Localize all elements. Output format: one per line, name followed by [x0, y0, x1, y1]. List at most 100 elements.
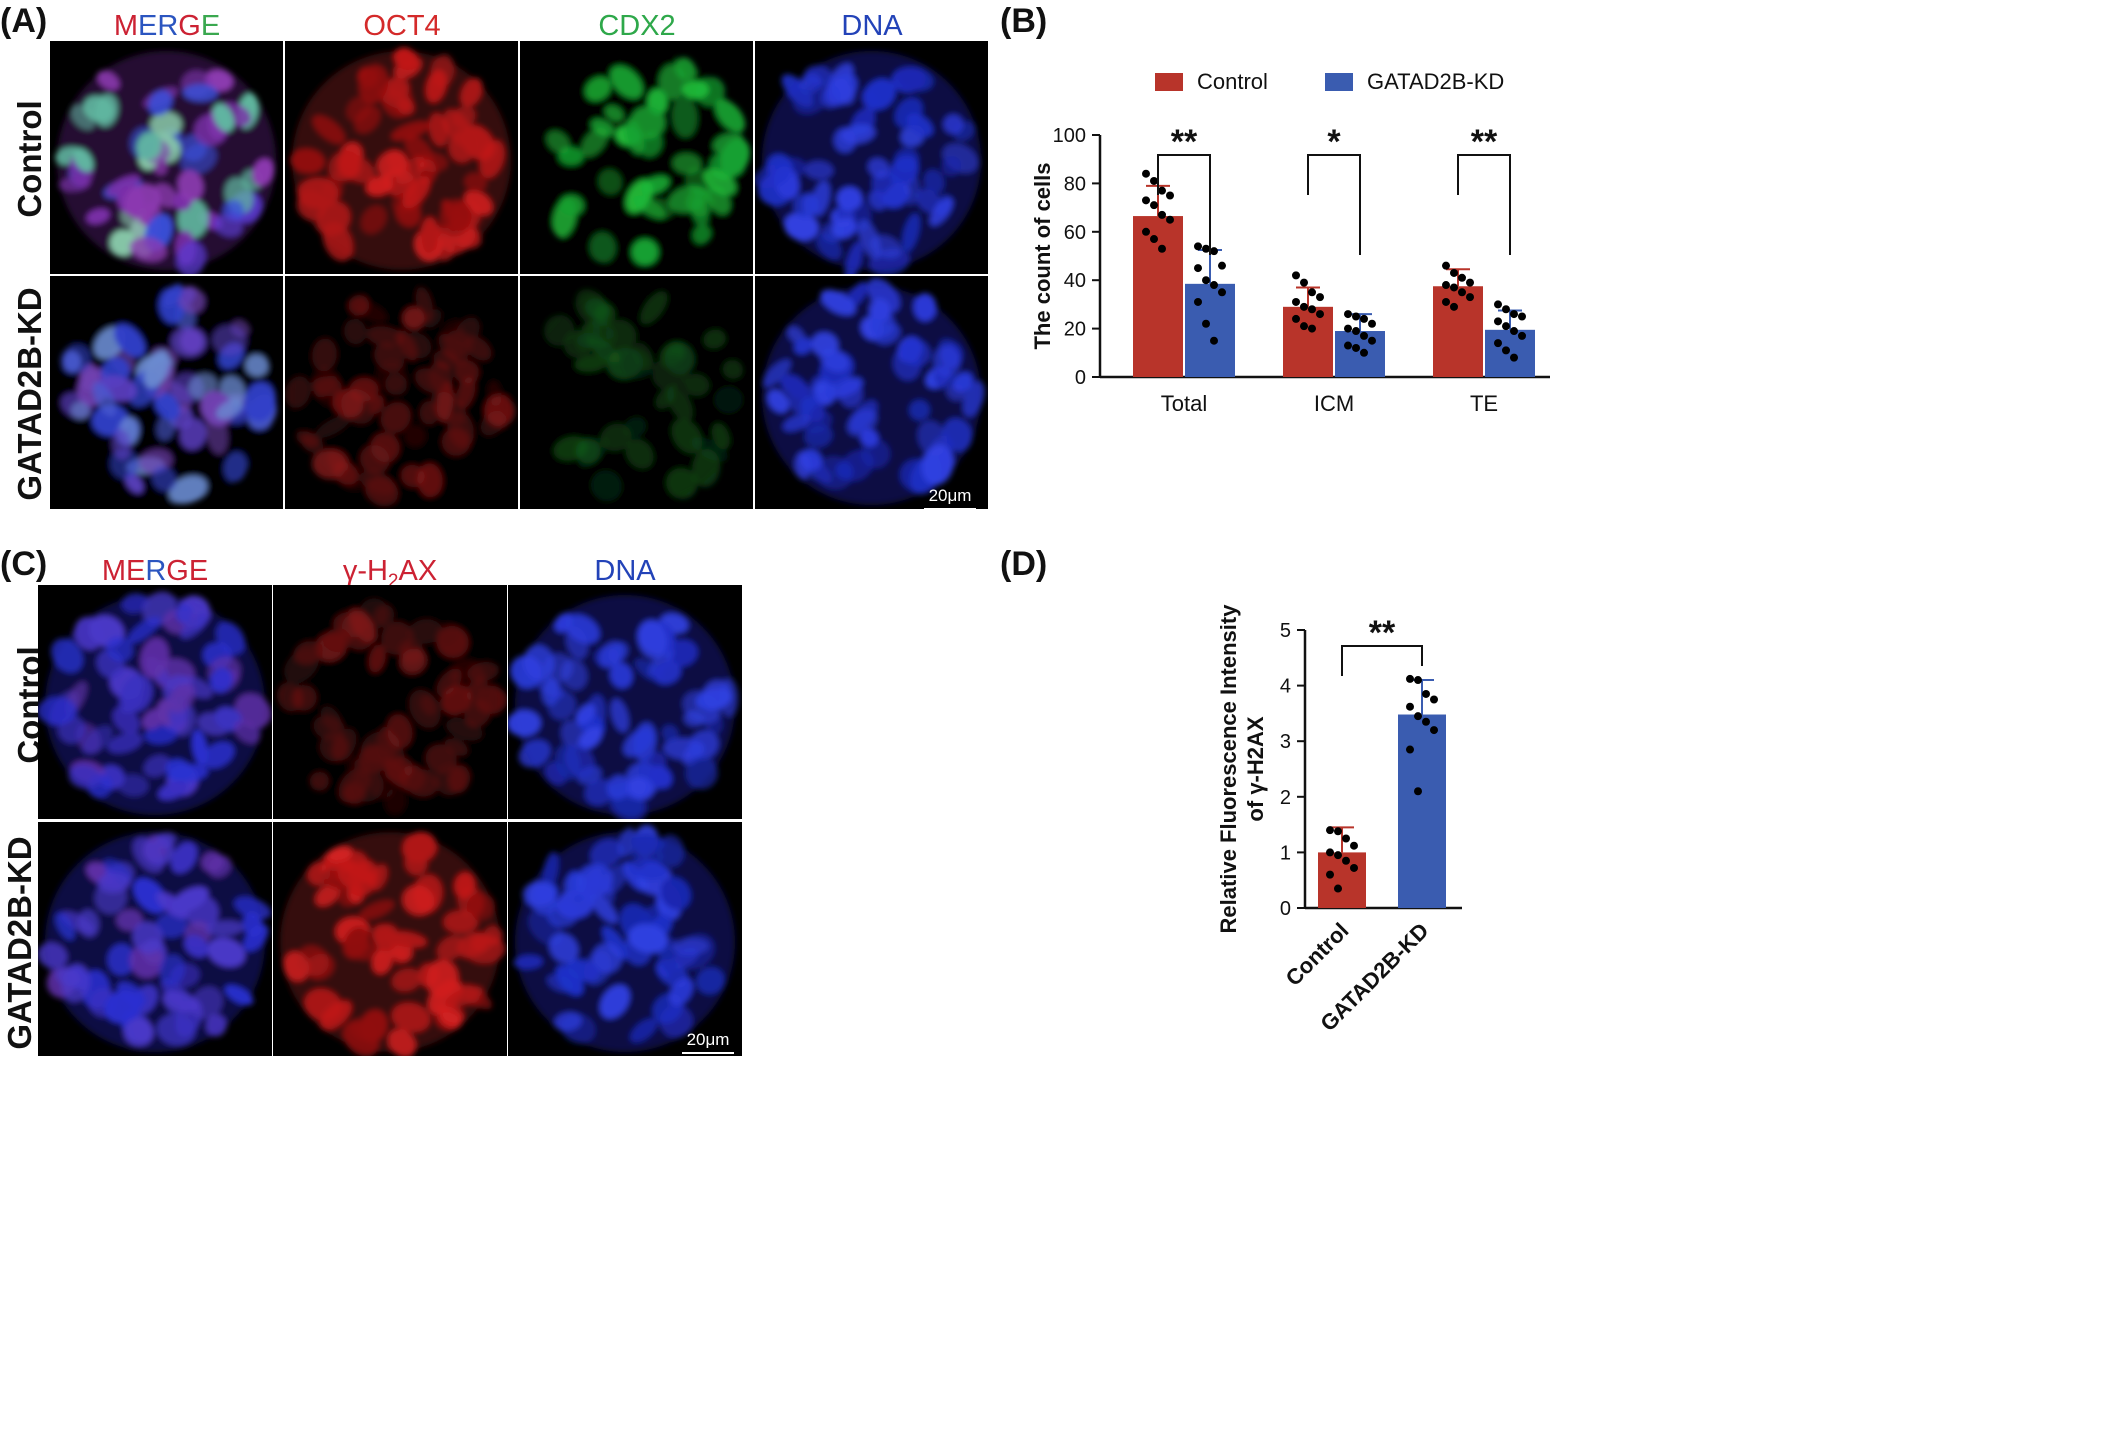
y-tick-label: 100: [1053, 125, 1086, 147]
data-point: [1502, 305, 1510, 314]
data-point: [1450, 283, 1458, 292]
panel-c-col-dna: DNA: [594, 555, 656, 587]
data-point: [1450, 268, 1458, 277]
panel-a-image-control-merge: [50, 41, 283, 274]
panel-d-bar-chart: 0 1 2 3 4 5 Relative Fluorescence Intensity of …: [1216, 604, 1462, 1036]
panel-a-image-gatad2b-kd-dna: [755, 276, 988, 509]
data-point: [1406, 702, 1414, 711]
legend-swatch-1: [1325, 73, 1353, 91]
data-point: [1360, 331, 1368, 340]
data-point: [1308, 288, 1316, 297]
data-point: [1202, 244, 1210, 253]
data-point: [1210, 336, 1218, 345]
data-point: [1442, 297, 1450, 306]
panel-c-scale-bar: 20μm: [682, 1030, 734, 1054]
data-point: [1450, 302, 1458, 311]
panel-a-image-gatad2b-kd-oct4: [285, 276, 518, 509]
y-tick-label: 20: [1064, 319, 1086, 341]
data-point: [1368, 336, 1376, 345]
data-point: [1300, 302, 1308, 311]
panel-c-scale-label: 20μm: [686, 1030, 730, 1049]
data-point: [1202, 276, 1210, 285]
significance-marker: **: [1369, 614, 1396, 652]
data-point: [1292, 314, 1300, 323]
y-tick-label: 4: [1280, 676, 1291, 698]
y-tick-label: 1: [1280, 842, 1291, 864]
y-tick-label: 0: [1280, 898, 1291, 920]
data-point: [1300, 278, 1308, 287]
x-tick-label: TE: [1470, 391, 1498, 416]
significance-bracket: [1341, 645, 1423, 676]
significance-marker: *: [1327, 123, 1341, 161]
data-point: [1414, 712, 1422, 721]
panel-a-row-gatad2b-kd: GATAD2B-KD: [11, 287, 48, 501]
y-axis-label: The count of cells: [1030, 162, 1055, 349]
data-point: [1158, 186, 1166, 195]
data-point: [1494, 300, 1502, 309]
data-point: [1292, 271, 1300, 280]
panel-d-label: (D): [1000, 545, 1048, 583]
data-point: [1150, 201, 1158, 210]
data-point: [1300, 322, 1308, 331]
bar-te-0: [1433, 286, 1483, 377]
data-point: [1326, 826, 1334, 835]
data-point: [1350, 841, 1358, 850]
data-point: [1218, 288, 1226, 297]
panel-c-col-merge: MERGE: [38, 555, 272, 588]
bar-icm-0: [1283, 306, 1333, 377]
bar-icm-1: [1335, 331, 1385, 377]
y-tick-label: 3: [1280, 731, 1291, 753]
data-point: [1316, 310, 1324, 319]
bar-control: [1318, 852, 1366, 908]
data-point: [1510, 353, 1518, 362]
data-point: [1142, 169, 1150, 178]
data-point: [1422, 689, 1430, 698]
panel-c-image-control-dna: [508, 585, 742, 819]
data-point: [1352, 312, 1360, 321]
data-point: [1442, 281, 1450, 290]
merge-letter: ER: [137, 10, 179, 42]
merge-letter: GE: [166, 555, 209, 587]
panel-c-image-control-gh2ax: [273, 585, 507, 819]
data-point: [1194, 297, 1202, 306]
panel-c-col-gh2ax: γ-H2AX: [342, 555, 438, 592]
panel-a-col-merge: MERGE: [50, 10, 284, 43]
y-tick-label: 2: [1280, 787, 1291, 809]
significance-bracket: [1457, 154, 1511, 255]
panel-a-scale-label: 20μm: [928, 486, 972, 505]
panel-a-image-control-cdx2: [520, 41, 753, 274]
x-tick-label: Total: [1161, 391, 1207, 416]
merge-letter: ME: [101, 555, 146, 587]
significance-marker: **: [1171, 123, 1198, 161]
legend-label-0: Control: [1197, 69, 1268, 94]
data-point: [1202, 319, 1210, 328]
data-point: [1308, 324, 1316, 333]
data-point: [1494, 317, 1502, 326]
panel-c-image-gatad2b-kd-dna: [508, 822, 742, 1056]
panel-b-bar-chart: Control GATAD2B-KD 0 20 40 60 80 100 The count o…: [1030, 69, 1550, 416]
merge-letter: E: [200, 10, 221, 42]
data-point: [1406, 674, 1414, 683]
y-axis-label-line1: Relative Fluorescence Intensity: [1216, 604, 1241, 934]
data-point: [1344, 324, 1352, 333]
merge-letter: R: [145, 555, 167, 587]
x-tick-label: ICM: [1314, 391, 1354, 416]
data-point: [1458, 273, 1466, 282]
data-point: [1502, 322, 1510, 331]
bar-total-0: [1133, 216, 1183, 377]
data-point: [1360, 314, 1368, 323]
merge-letter: M: [113, 10, 138, 42]
data-point: [1158, 244, 1166, 253]
data-point: [1334, 851, 1342, 860]
data-point: [1510, 310, 1518, 319]
data-point: [1194, 242, 1202, 251]
data-point: [1430, 726, 1438, 735]
data-point: [1344, 341, 1352, 350]
panel-c-image-control-merge: [38, 585, 272, 819]
data-point: [1422, 717, 1430, 726]
panel-c-label: (C): [0, 545, 48, 583]
x-tick-label: Control: [1281, 918, 1354, 991]
significance-marker: **: [1471, 123, 1498, 161]
data-point: [1150, 176, 1158, 185]
data-point: [1466, 278, 1474, 287]
